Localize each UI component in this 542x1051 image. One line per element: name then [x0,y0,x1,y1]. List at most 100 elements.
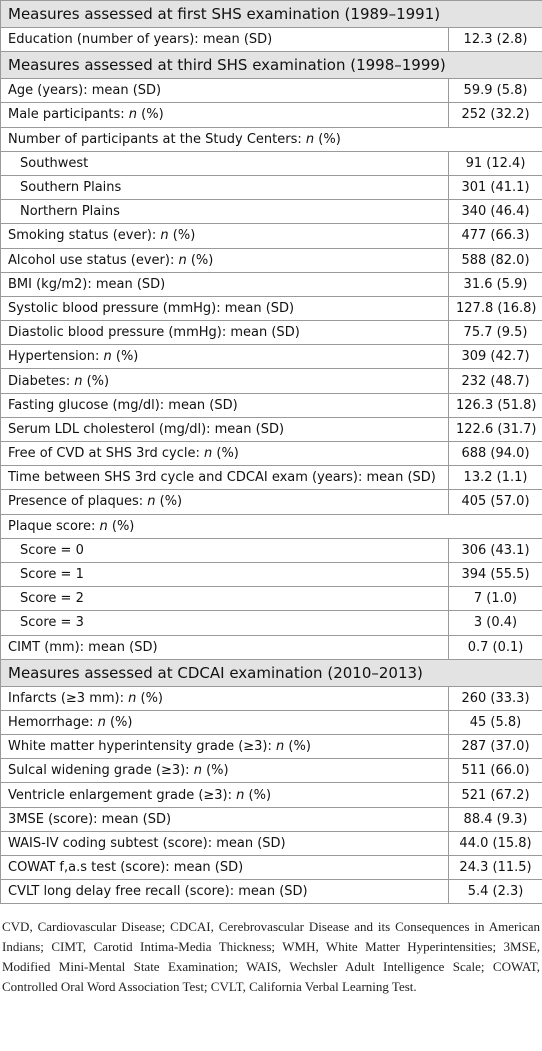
row-value: 3 (0.4) [447,610,542,636]
table-row: Hemorrhage: n (%) 45 (5.8) [0,709,542,736]
row-label: White matter hyperintensity grade (≥3): … [0,734,449,760]
row-label: Smoking status (ever): n (%) [0,223,449,249]
row-value: 45 (5.8) [447,709,542,736]
table-row: Age (years): mean (SD) 59.9 (5.8) [0,78,542,104]
table-row: CVLT long delay free recall (score): mea… [0,879,542,905]
characteristics-table: Measures assessed at first SHS examinati… [0,0,542,905]
row-value: 287 (37.0) [447,734,542,760]
table-row: Time between SHS 3rd cycle and CDCAI exa… [0,465,542,491]
row-label: Hypertension: n (%) [0,344,449,370]
row-label: Male participants: n (%) [0,102,449,128]
table-row: Diabetes: n (%) 232 (48.7) [0,368,542,394]
table-row: Diastolic blood pressure (mmHg): mean (S… [0,320,542,346]
row-value: 688 (94.0) [447,440,542,467]
table-row: Smoking status (ever): n (%) 477 (66.3) [0,223,542,249]
document: Measures assessed at first SHS examinati… [0,0,542,995]
table-row: Fasting glucose (mg/dl): mean (SD) 126.3 … [0,392,542,418]
row-label: Diastolic blood pressure (mmHg): mean (S… [0,320,449,346]
section-title: Measures assessed at third SHS examinati… [0,51,542,80]
row-value: 394 (55.5) [447,561,542,588]
row-value: 0.7 (0.1) [447,634,542,660]
row-value: 31.6 (5.9) [447,271,542,297]
row-value: 88.4 (9.3) [447,806,542,832]
table-body: Measures assessed at first SHS examinati… [0,0,542,905]
row-label: Score = 3 [0,610,449,636]
row-value: 91 (12.4) [447,150,542,176]
row-value: 44.0 (15.8) [447,830,542,857]
row-label: CVLT long delay free recall (score): mea… [0,879,449,905]
table-row: CIMT (mm): mean (SD) 0.7 (0.1) [0,634,542,660]
table-row: WAIS-IV coding subtest (score): mean (SD… [0,830,542,857]
section-header-row: Measures assessed at third SHS examinati… [0,51,542,80]
row-value: 59.9 (5.8) [447,78,542,104]
row-value: 122.6 (31.7) [447,416,542,443]
row-label: Hemorrhage: n (%) [0,709,449,736]
row-label: Infarcts (≥3 mm): n (%) [0,685,449,711]
section-header-row: Measures assessed at first SHS examinati… [0,0,542,28]
row-value: 232 (48.7) [447,368,542,394]
row-value: 340 (46.4) [447,199,542,225]
table-row: BMI (kg/m2): mean (SD) 31.6 (5.9) [0,271,542,297]
row-label: Fasting glucose (mg/dl): mean (SD) [0,392,449,418]
table-row: Score = 1 394 (55.5) [0,561,542,588]
row-label: Southern Plains [0,174,449,201]
row-label: Serum LDL cholesterol (mg/dl): mean (SD) [0,416,449,443]
table-row: Systolic blood pressure (mmHg): mean (SD… [0,295,542,322]
row-value: 24.3 (11.5) [447,854,542,881]
row-value: 127.8 (16.8) [447,295,542,322]
row-label: Age (years): mean (SD) [0,78,449,104]
table-row: Plaque score: n (%) [0,513,542,539]
row-label: Diabetes: n (%) [0,368,449,394]
row-label: Sulcal widening grade (≥3): n (%) [0,758,449,784]
table-row: Serum LDL cholesterol (mg/dl): mean (SD)… [0,416,542,443]
row-label: Ventricle enlargement grade (≥3): n (%) [0,782,449,808]
table-row: Male participants: n (%) 252 (32.2) [0,102,542,128]
table-row: Southern Plains 301 (41.1) [0,174,542,201]
section-header-row: Measures assessed at CDCAI examination (… [0,658,542,687]
row-label: Score = 1 [0,561,449,588]
table-row: Number of participants at the Study Cent… [0,126,542,152]
row-label: Plaque score: n (%) [0,513,542,539]
table-row: Score = 0 306 (43.1) [0,537,542,563]
table-row: Free of CVD at SHS 3rd cycle: n (%) 688 (… [0,440,542,467]
row-label: Score = 2 [0,586,449,612]
section-title: Measures assessed at first SHS examinati… [0,0,542,28]
table-row: Ventricle enlargement grade (≥3): n (%) 5… [0,782,542,808]
row-label: Northern Plains [0,199,449,225]
row-label: Alcohol use status (ever): n (%) [0,247,449,273]
row-value: 252 (32.2) [447,102,542,128]
row-label: Free of CVD at SHS 3rd cycle: n (%) [0,440,449,467]
row-value: 309 (42.7) [447,344,542,370]
row-value: 75.7 (9.5) [447,320,542,346]
row-value: 126.3 (51.8) [447,392,542,418]
table-footnote: CVD, Cardiovascular Disease; CDCAI, Cere… [2,919,540,995]
row-label: Presence of plaques: n (%) [0,489,449,515]
table-row: Sulcal widening grade (≥3): n (%) 511 (66… [0,758,542,784]
table-row: COWAT f,a.s test (score): mean (SD) 24.3 … [0,854,542,881]
row-value: 13.2 (1.1) [447,465,542,491]
row-value: 306 (43.1) [447,537,542,563]
row-value: 5.4 (2.3) [447,879,542,905]
table-row: Southwest 91 (12.4) [0,150,542,176]
row-label: CIMT (mm): mean (SD) [0,634,449,660]
row-value: 260 (33.3) [447,685,542,711]
table-row: Alcohol use status (ever): n (%) 588 (82.… [0,247,542,273]
row-label: Time between SHS 3rd cycle and CDCAI exa… [0,465,449,491]
section-title: Measures assessed at CDCAI examination (… [0,658,542,687]
row-value: 588 (82.0) [447,247,542,273]
row-label: BMI (kg/m2): mean (SD) [0,271,449,297]
table-row: Northern Plains 340 (46.4) [0,199,542,225]
row-label: Number of participants at the Study Cent… [0,126,542,152]
row-value: 405 (57.0) [447,489,542,515]
row-value: 12.3 (2.8) [447,26,542,53]
table-row: White matter hyperintensity grade (≥3): … [0,734,542,760]
row-label: Southwest [0,150,449,176]
table-row: 3MSE (score): mean (SD) 88.4 (9.3) [0,806,542,832]
table-row: Presence of plaques: n (%) 405 (57.0) [0,489,542,515]
row-label: WAIS-IV coding subtest (score): mean (SD… [0,830,449,857]
table-row: Hypertension: n (%) 309 (42.7) [0,344,542,370]
table-row: Infarcts (≥3 mm): n (%) 260 (33.3) [0,685,542,711]
row-label: Score = 0 [0,537,449,563]
